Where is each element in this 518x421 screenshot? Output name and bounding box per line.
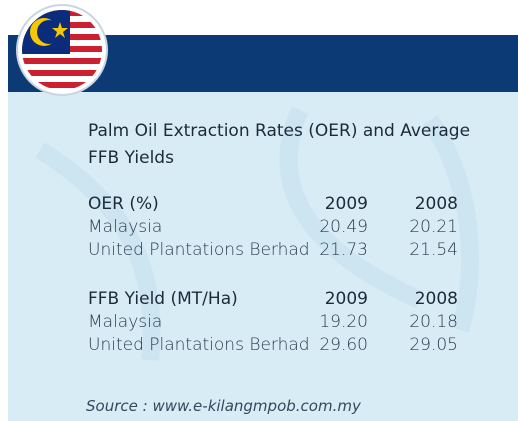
title-line: Palm Oil Extraction Rates (OER) and Aver… bbox=[88, 121, 470, 141]
table-header: 2008 bbox=[415, 194, 458, 214]
cell: 21.73 bbox=[319, 240, 368, 260]
cell: 20.21 bbox=[409, 217, 458, 237]
cell: 20.49 bbox=[319, 217, 368, 237]
row-label: United Plantations Berhad bbox=[88, 240, 310, 260]
table-header: 2009 bbox=[325, 194, 368, 214]
table-header: 2008 bbox=[415, 289, 458, 309]
row-label: Malaysia bbox=[88, 312, 162, 332]
title-line: FFB Yields bbox=[88, 148, 174, 168]
row-label: United Plantations Berhad bbox=[88, 335, 310, 355]
cell: 20.18 bbox=[409, 312, 458, 332]
table-header: 2009 bbox=[325, 289, 368, 309]
panel bbox=[8, 92, 518, 421]
row-label: Malaysia bbox=[88, 217, 162, 237]
cell: 29.60 bbox=[319, 335, 368, 355]
cell: 29.05 bbox=[409, 335, 458, 355]
source-note: Source : www.e-kilangmpob.com.my bbox=[86, 397, 362, 415]
table-header: FFB Yield (MT/Ha) bbox=[88, 289, 238, 309]
flag-badge bbox=[16, 4, 108, 96]
leaf-pattern bbox=[35, 106, 479, 361]
cell: 21.54 bbox=[409, 240, 458, 260]
cell: 19.20 bbox=[319, 312, 368, 332]
table-header: OER (%) bbox=[88, 194, 159, 214]
